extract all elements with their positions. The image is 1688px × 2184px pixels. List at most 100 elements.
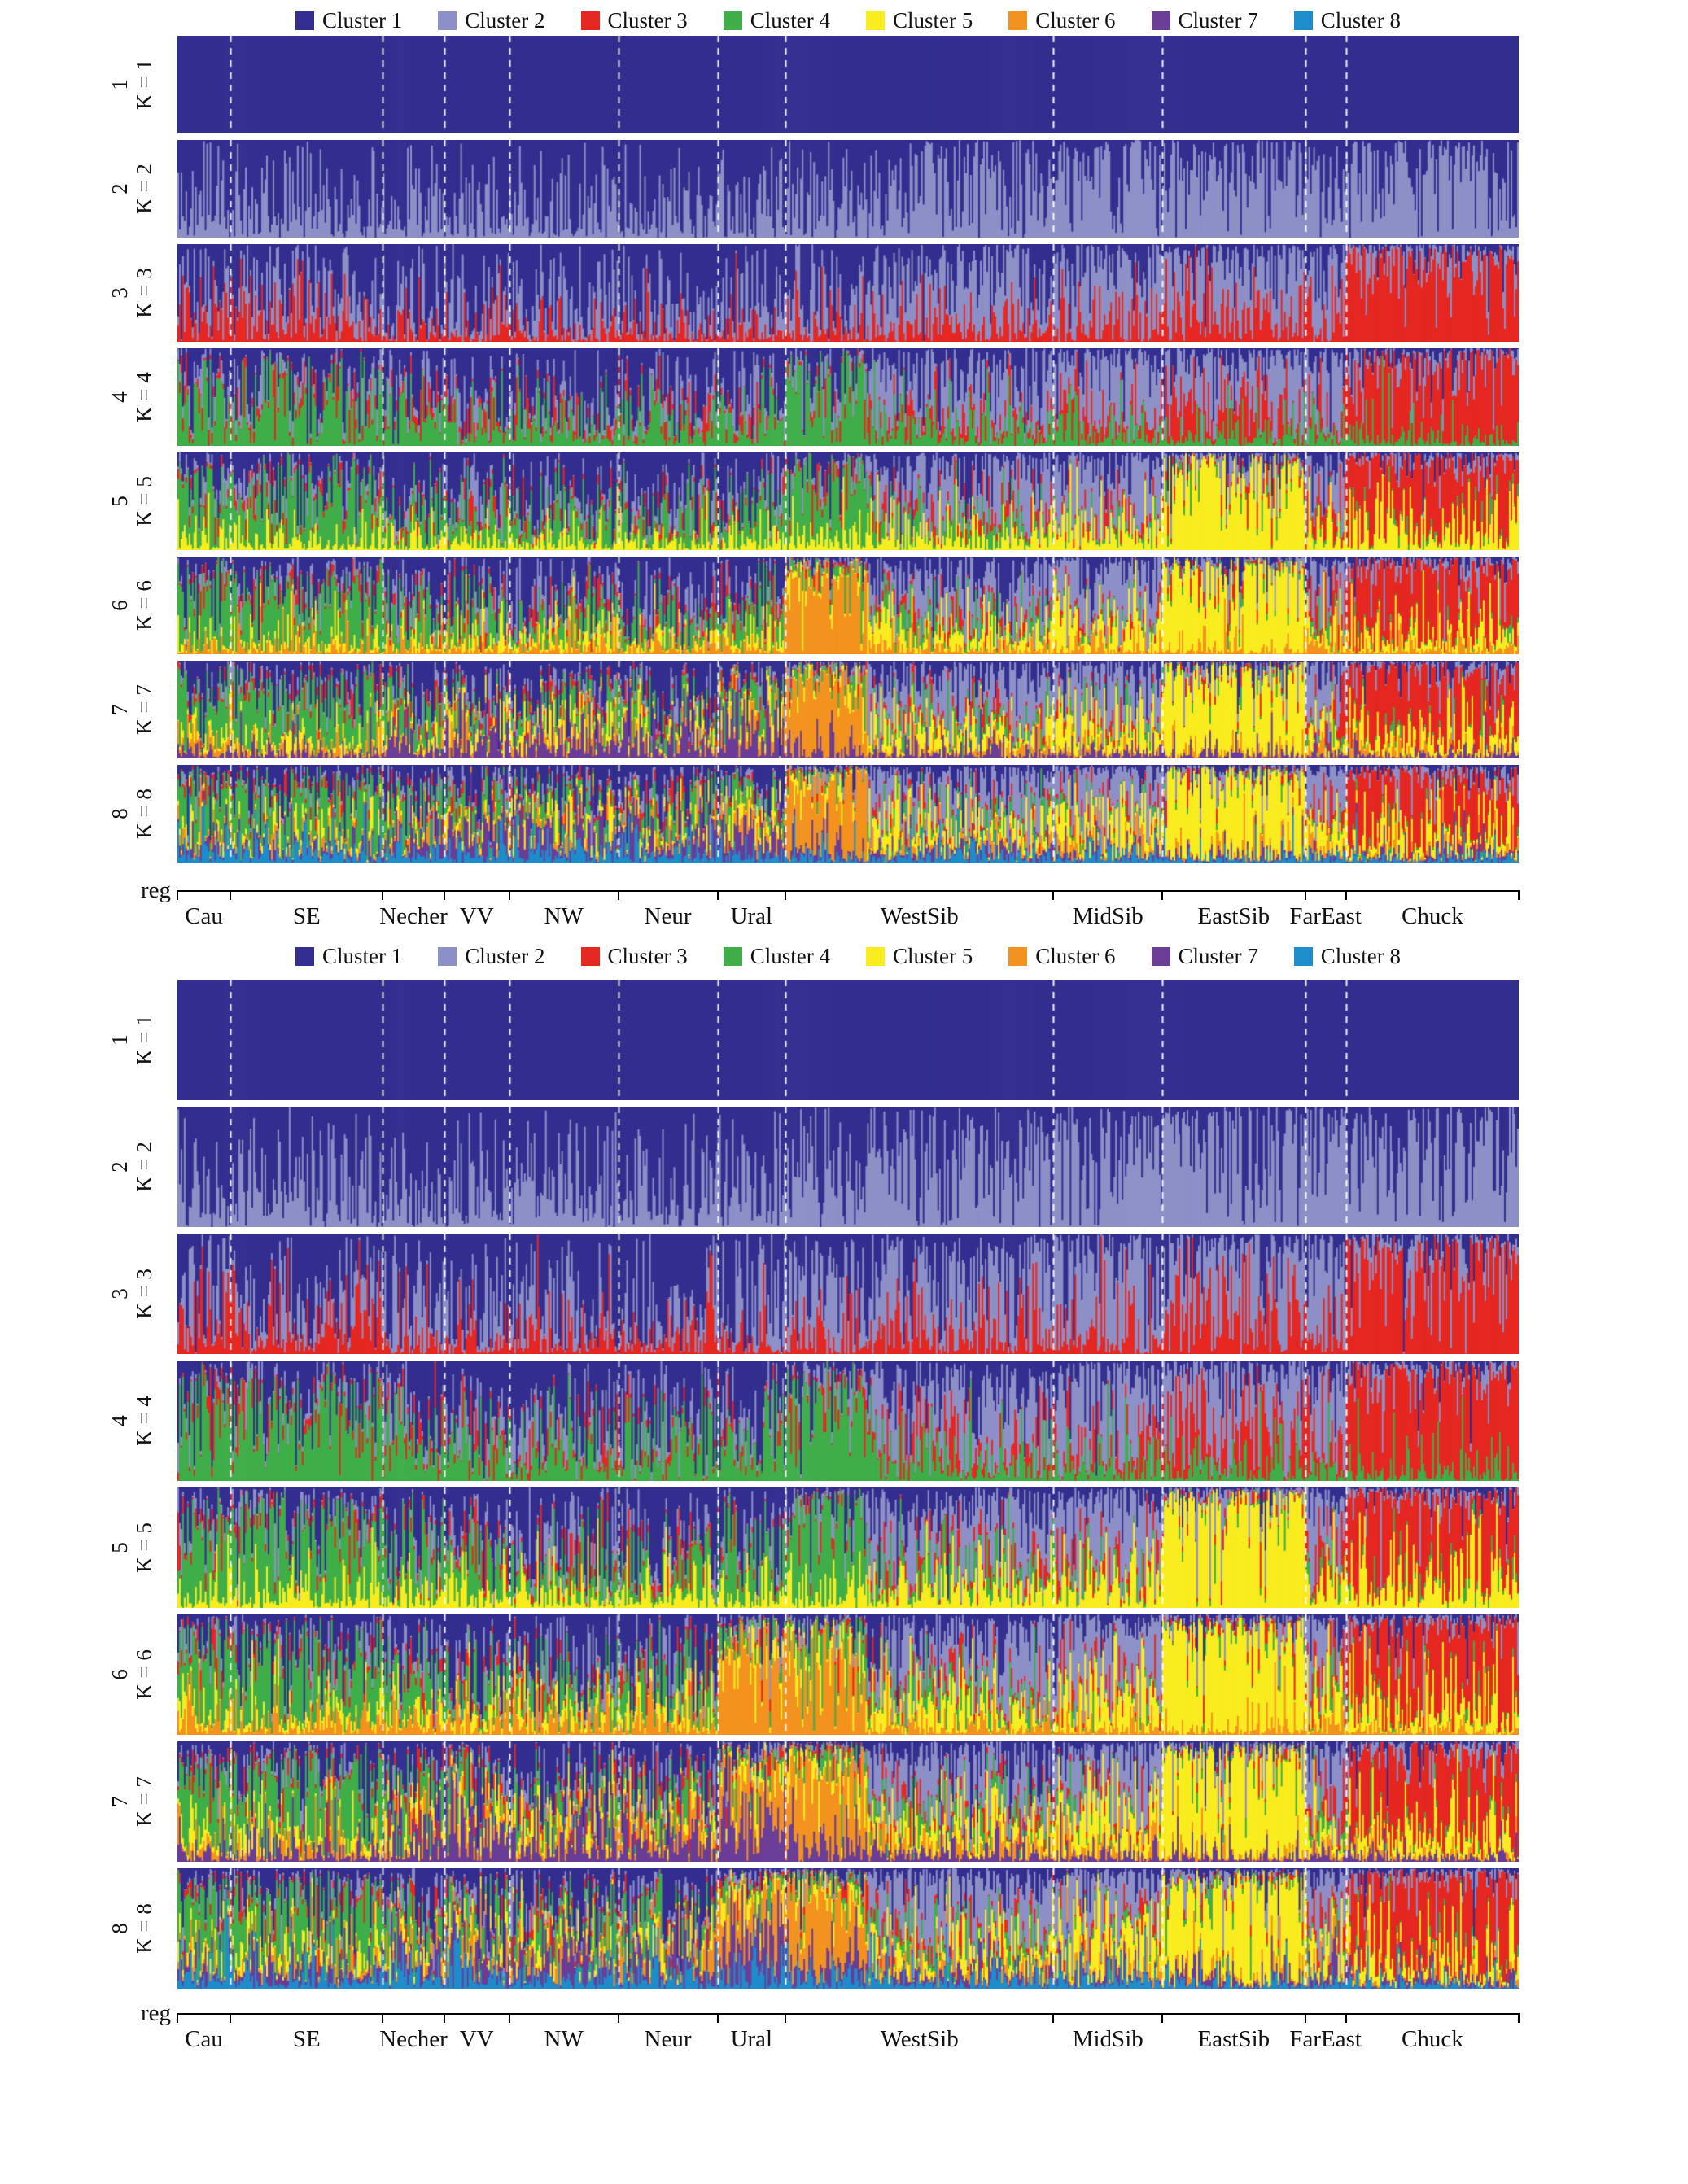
legend-item-cluster-1: Cluster 1 <box>295 944 402 969</box>
region-label-midsib: MidSib <box>1072 903 1144 929</box>
cluster-5-swatch-icon <box>866 11 885 30</box>
region-axis-tick <box>1052 2013 1054 2023</box>
region-label-nw: NW <box>544 2026 584 2052</box>
region-axis-tick <box>509 890 510 900</box>
k-row-label-k5: 5 K = 5 <box>98 1487 166 1608</box>
legend-item-cluster-8: Cluster 8 <box>1293 943 1401 969</box>
region-axis-tick <box>618 890 619 900</box>
admixture-row-canvas-k1 <box>177 980 1519 1100</box>
legend-label: Cluster 7 <box>1178 943 1258 968</box>
legend-item-cluster-7: Cluster 7 <box>1151 7 1258 33</box>
legend-label: Cluster 1 <box>322 7 403 33</box>
cluster-6-swatch-icon <box>1008 11 1028 30</box>
admixture-row-canvas-k2 <box>177 140 1519 238</box>
cluster-8-swatch-icon <box>1293 11 1313 30</box>
legend-item-cluster-8: Cluster 8 <box>1293 7 1401 33</box>
region-label-neur: Neur <box>644 2026 692 2052</box>
region-axis-tick <box>1518 2013 1520 2023</box>
legend-item-cluster-3: Cluster 3 <box>580 944 688 969</box>
legend-item-cluster-1: Cluster 1 <box>295 8 402 33</box>
region-axis-tick <box>177 890 178 900</box>
admixture-row-canvas-k7 <box>177 1741 1519 1862</box>
region-label-nw: NW <box>544 903 584 929</box>
region-axis-tick <box>1518 890 1520 900</box>
admixture-row-canvas-k3 <box>177 244 1519 342</box>
cluster-4-swatch-icon <box>723 11 742 30</box>
admixture-row-canvas-k7 <box>177 661 1519 758</box>
legend-label: Cluster 6 <box>1035 943 1116 968</box>
legend-label: Cluster 8 <box>1320 943 1401 968</box>
k-row-label-text: 1 K = 1 <box>107 1015 156 1065</box>
cluster-3-swatch-icon <box>580 11 600 30</box>
legend-label: Cluster 7 <box>1178 7 1258 33</box>
region-label-eastsib: EastSib <box>1197 2026 1270 2052</box>
admixture-row-canvas-k5 <box>177 1487 1519 1608</box>
k-row-label-k4: 4 K = 4 <box>98 1361 166 1481</box>
admixture-row-canvas-k5 <box>177 452 1519 550</box>
legend-label: Cluster 4 <box>750 7 830 33</box>
legend-label: Cluster 6 <box>1035 7 1116 33</box>
region-label-vv: VV <box>459 2026 494 2052</box>
region-axis-tick <box>785 890 786 900</box>
axis-title-reg: reg <box>140 877 171 903</box>
cluster-3-swatch-icon <box>580 946 600 966</box>
region-label-necher: Necher <box>379 2026 448 2052</box>
region-axis-tick <box>717 890 719 900</box>
region-axis-tick <box>1345 890 1347 900</box>
legend-item-cluster-7: Cluster 7 <box>1151 943 1258 969</box>
cluster-8-swatch-icon <box>1293 946 1313 966</box>
legend-label: Cluster 2 <box>465 943 545 968</box>
legend-item-cluster-2: Cluster 2 <box>438 943 545 969</box>
k-row-label-text: 4 K = 4 <box>107 1396 156 1446</box>
region-axis-tick <box>1161 2013 1163 2023</box>
k-row-label-text: 6 K = 6 <box>107 1649 156 1700</box>
region-label-westsib: WestSib <box>880 903 959 929</box>
cluster-legend: Cluster 1 Cluster 2 Cluster 3 Cluster 4 Clus… <box>177 7 1519 34</box>
k-row-label-text: 8 K = 8 <box>107 1903 156 1954</box>
k-row-label-k3: 3 K = 3 <box>98 1234 166 1354</box>
legend-item-cluster-5: Cluster 5 <box>866 8 973 33</box>
region-axis-tick <box>382 2013 383 2023</box>
region-axis-tick <box>444 2013 445 2023</box>
cluster-legend: Cluster 1 Cluster 2 Cluster 3 Cluster 4 Clus… <box>177 942 1519 970</box>
admixture-row-canvas-k1 <box>177 36 1519 133</box>
region-label-vv: VV <box>459 903 494 929</box>
region-label-cau: Cau <box>185 2026 223 2052</box>
k-row-label-text: 2 K = 2 <box>107 1142 156 1192</box>
region-label-fareast: FarEast <box>1289 903 1362 929</box>
region-label-ural: Ural <box>730 2026 773 2052</box>
legend-label: Cluster 8 <box>1320 7 1401 33</box>
k-row-label-k1: 1 K = 1 <box>98 980 166 1100</box>
cluster-2-swatch-icon <box>438 11 457 30</box>
region-axis-tick <box>509 2013 510 2023</box>
region-axis-tick <box>230 2013 231 2023</box>
legend-item-cluster-5: Cluster 5 <box>866 944 973 969</box>
cluster-1-swatch-icon <box>295 11 314 30</box>
region-axis-line <box>177 890 1519 892</box>
cluster-2-swatch-icon <box>438 946 457 966</box>
admixture-row-canvas-k8 <box>177 1868 1519 1989</box>
legend-item-cluster-4: Cluster 4 <box>723 7 830 33</box>
legend-item-cluster-6: Cluster 6 <box>1008 7 1116 33</box>
cluster-1-swatch-icon <box>295 946 314 966</box>
region-axis-tick <box>177 2013 178 2023</box>
legend-label: Cluster 1 <box>322 943 403 968</box>
region-axis-tick <box>785 2013 786 2023</box>
k-row-label-k7: 7 K = 7 <box>98 1741 166 1862</box>
legend-item-cluster-4: Cluster 4 <box>723 944 830 969</box>
region-axis-tick <box>382 890 383 900</box>
region-axis-tick <box>444 890 445 900</box>
region-axis-tick <box>717 2013 719 2023</box>
k-row-label-text: 7 K = 7 <box>107 1776 156 1827</box>
admixture-row-canvas-k6 <box>177 557 1519 654</box>
region-axis-tick <box>1161 890 1163 900</box>
legend-item-cluster-3: Cluster 3 <box>580 8 688 33</box>
region-label-fareast: FarEast <box>1289 2026 1362 2052</box>
legend-item-cluster-6: Cluster 6 <box>1008 943 1116 969</box>
region-label-midsib: MidSib <box>1072 2026 1144 2052</box>
axis-title-reg: reg <box>140 2000 171 2026</box>
region-label-chuck: Chuck <box>1402 903 1463 929</box>
